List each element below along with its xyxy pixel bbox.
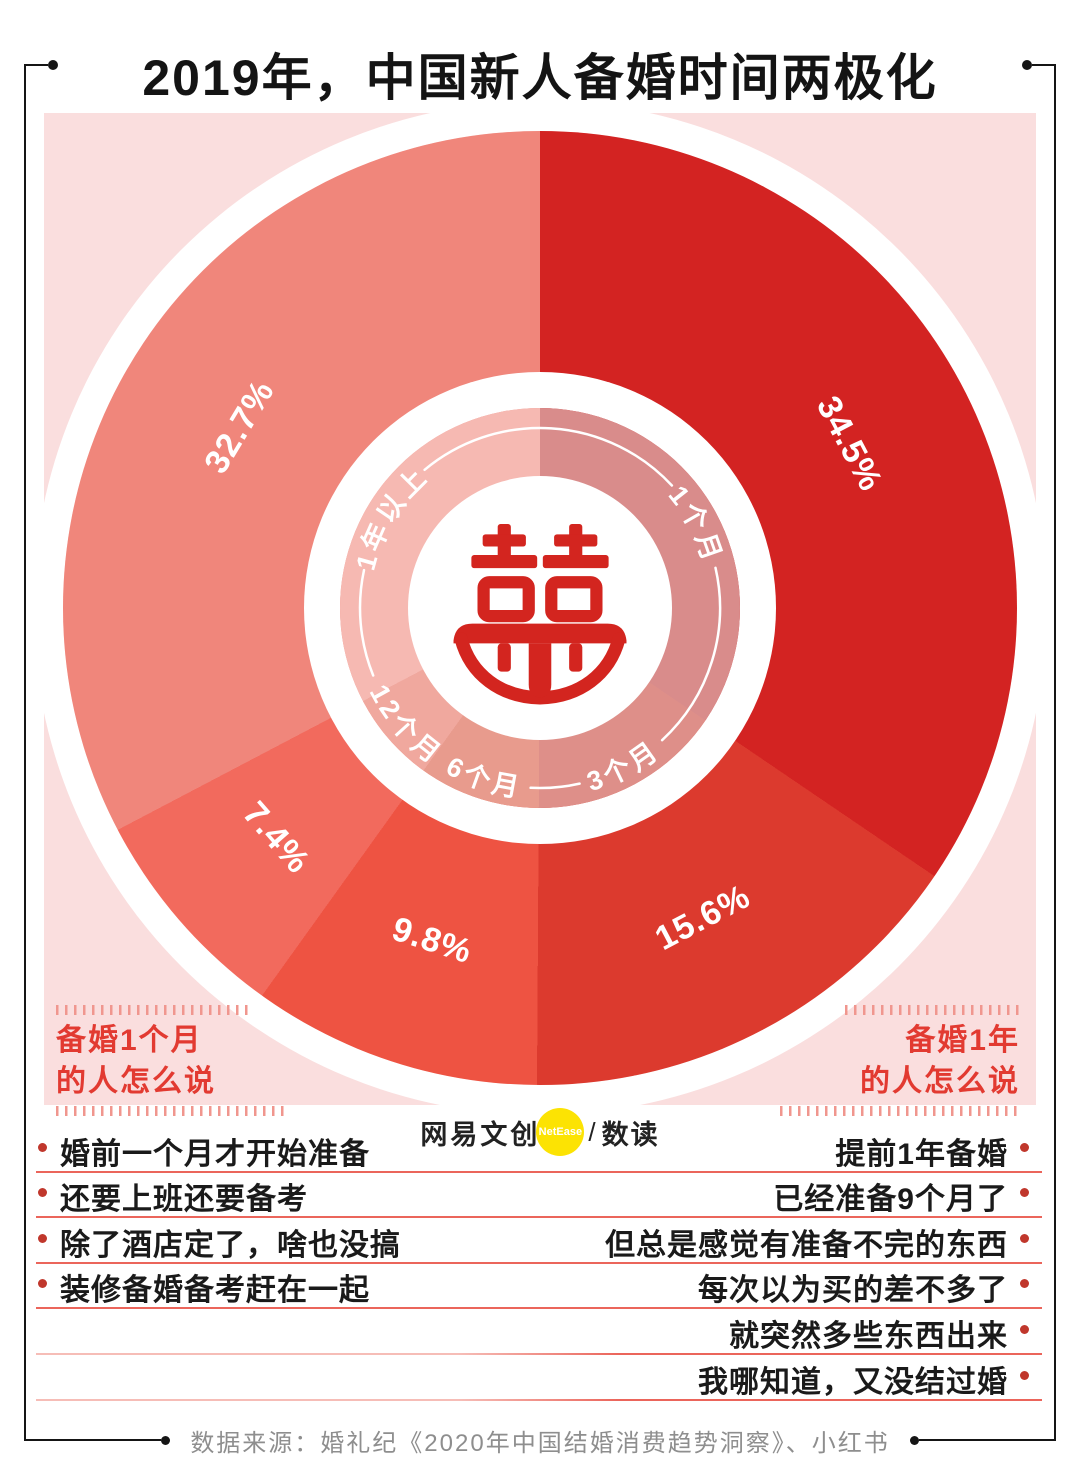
frame-top-left-line bbox=[24, 64, 48, 66]
quote-bullet-right bbox=[1020, 1233, 1029, 1243]
frame-left-border bbox=[24, 64, 26, 1440]
left-heading-ticks-top bbox=[56, 1005, 251, 1015]
quote-text-right: 就突然多些东西出来 bbox=[729, 1319, 1008, 1353]
footer-left-line bbox=[24, 1439, 162, 1441]
footer-left-dot bbox=[161, 1435, 171, 1445]
right-heading-line2: 的人怎么说 bbox=[860, 1065, 1020, 1098]
quote-text-right: 每次以为买的差不多了 bbox=[698, 1274, 1008, 1308]
footer-right-dot bbox=[909, 1435, 919, 1445]
left-heading-line2: 的人怎么说 bbox=[56, 1065, 216, 1098]
row-line bbox=[36, 1170, 1042, 1173]
row-line bbox=[36, 1307, 1042, 1310]
page-title: 2019年，中国新人备婚时间两极化 bbox=[142, 50, 938, 106]
quote-text-right: 我哪知道，又没结过婚 bbox=[698, 1365, 1008, 1399]
brand-name: 网易文创 bbox=[420, 1119, 541, 1150]
quote-text-right: 提前1年备婚 bbox=[835, 1137, 1008, 1171]
quote-text-left: 除了酒店定了，啥也没搞 bbox=[60, 1228, 401, 1262]
brand-logo: 网易文创 NetEase / 数读 bbox=[0, 1108, 1080, 1156]
right-quotes-heading: 备婚1年 的人怎么说 bbox=[860, 1020, 1020, 1102]
right-heading-ticks-top bbox=[845, 1005, 1020, 1015]
quote-bullet-right bbox=[1020, 1142, 1029, 1152]
frame-top-left-dot bbox=[48, 60, 58, 70]
row-line bbox=[36, 1216, 1042, 1219]
netease-badge: NetEase bbox=[536, 1108, 585, 1156]
left-quotes-heading: 备婚1个月 的人怎么说 bbox=[56, 1020, 216, 1102]
right-heading-ticks-bottom bbox=[780, 1106, 1020, 1116]
quote-text-right: 但总是感觉有准备不完的东西 bbox=[605, 1228, 1008, 1262]
ring-guide-arc bbox=[423, 426, 674, 487]
quote-bullet-left bbox=[38, 1142, 47, 1152]
quote-bullet-left bbox=[38, 1233, 47, 1243]
frame-right-border bbox=[1054, 64, 1056, 1440]
ring-guide-arc bbox=[660, 566, 722, 742]
quote-text-right: 已经准备9个月了 bbox=[773, 1183, 1008, 1217]
left-heading-line1: 备婚1个月 bbox=[56, 1024, 203, 1057]
logo-separator: / bbox=[588, 1116, 596, 1147]
quote-text-left: 还要上班还要备考 bbox=[60, 1183, 308, 1217]
left-heading-ticks-bottom bbox=[56, 1106, 286, 1116]
quote-bullet-right bbox=[1020, 1188, 1029, 1198]
quote-bullet-left bbox=[38, 1279, 47, 1289]
quote-bullet-right bbox=[1020, 1279, 1029, 1289]
row-line bbox=[36, 1398, 1042, 1401]
quote-text-left: 装修备婚备考赶在一起 bbox=[60, 1274, 370, 1308]
frame-top-right-line bbox=[1032, 64, 1056, 66]
frame-top-right-dot bbox=[1022, 60, 1032, 70]
product-name: 数读 bbox=[601, 1119, 660, 1150]
right-heading-line1: 备婚1年 bbox=[905, 1024, 1020, 1057]
ring-guide-arc bbox=[529, 782, 581, 790]
quote-bullet-right bbox=[1020, 1370, 1029, 1380]
ring-guide-arc bbox=[358, 568, 375, 677]
row-line bbox=[36, 1352, 1042, 1355]
footer-source: 数据来源：婚礼纪《2020年中国结婚消费趋势洞察》、小红书 bbox=[190, 1429, 890, 1457]
footer: 数据来源：婚礼纪《2020年中国结婚消费趋势洞察》、小红书 bbox=[24, 1428, 1057, 1457]
quote-bullet-left bbox=[38, 1188, 47, 1198]
quote-text-left: 婚前一个月才开始准备 bbox=[60, 1137, 370, 1171]
double-happiness-icon bbox=[453, 524, 627, 705]
footer-right-line bbox=[918, 1439, 1057, 1441]
row-line bbox=[36, 1261, 1042, 1264]
quote-bullet-right bbox=[1020, 1324, 1029, 1334]
